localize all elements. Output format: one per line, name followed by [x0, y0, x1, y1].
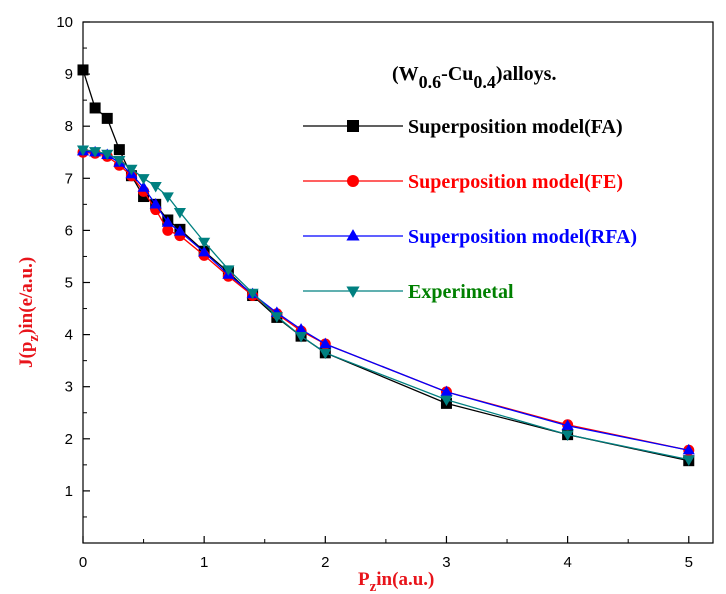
- legend-marker: [347, 120, 359, 132]
- legend-item: Superposition model(RFA): [303, 226, 637, 248]
- data-point: [149, 198, 162, 209]
- axis-ticks: 0 1 2 3 4 5 1 2 3 4 5 6 7 8 9 10: [56, 14, 693, 571]
- y-tick-label: 10: [56, 14, 73, 31]
- legend-label: Superposition model(RFA): [408, 226, 637, 248]
- y-tick-label: 7: [65, 170, 73, 187]
- data-point: [113, 144, 125, 156]
- y-tick-label: 3: [65, 379, 73, 396]
- data-point: [295, 332, 308, 343]
- legend-item: Experimetal: [303, 281, 514, 303]
- x-tick-label: 4: [563, 554, 571, 571]
- legend-item: Superposition model(FA): [303, 116, 623, 138]
- legend-item: Superposition model(FE): [303, 171, 623, 193]
- data-point: [319, 348, 332, 360]
- y-tick-label: 5: [65, 275, 73, 292]
- legend-marker: [346, 229, 360, 241]
- data-point: [113, 155, 126, 167]
- data-point: [173, 208, 186, 219]
- data-point: [440, 385, 453, 397]
- data-point: [101, 112, 113, 124]
- legend-label: Experimetal: [408, 281, 514, 303]
- y-axis-label: J(pz)in(e/a.u.): [16, 257, 42, 368]
- legend-marker: [347, 175, 359, 187]
- series-line: [82, 150, 689, 451]
- data-point: [319, 337, 332, 349]
- legend-label: Superposition model(FE): [408, 171, 623, 193]
- data-point: [137, 174, 150, 185]
- data-point: [173, 225, 186, 236]
- data-point: [125, 164, 138, 176]
- plot-frame: [82, 21, 714, 544]
- data-point: [561, 430, 574, 441]
- data-point: [682, 443, 695, 455]
- data-point: [682, 455, 695, 466]
- data-point: [161, 192, 174, 203]
- series-layer: [76, 64, 695, 467]
- data-point: [161, 216, 174, 227]
- series-line: [82, 151, 689, 451]
- data-point: [270, 312, 283, 323]
- data-point: [162, 224, 174, 236]
- series-line: [82, 149, 689, 461]
- data-point: [89, 102, 101, 114]
- x-tick-label: 1: [200, 554, 208, 571]
- alloy-annotation: (W0.6-Cu0.4)alloys.: [392, 63, 556, 92]
- data-point: [198, 237, 211, 249]
- data-point: [440, 395, 453, 407]
- series-4: [76, 145, 695, 466]
- data-point: [77, 64, 89, 76]
- x-tick-label: 5: [685, 554, 693, 571]
- data-point: [222, 265, 235, 276]
- data-point: [76, 145, 90, 156]
- y-tick-label: 4: [65, 327, 73, 344]
- legend-marker: [346, 286, 360, 298]
- y-tick-label: 1: [65, 483, 73, 500]
- data-point: [295, 323, 308, 334]
- data-point: [246, 288, 259, 300]
- x-axis-label: Pzin(a.u.): [358, 569, 434, 594]
- x-tick-label: 0: [79, 554, 87, 571]
- data-point: [137, 181, 150, 192]
- data-point: [101, 149, 114, 161]
- y-tick-label: 9: [65, 66, 73, 83]
- y-tick-label: 2: [65, 431, 73, 448]
- data-point: [198, 245, 211, 257]
- legend: Superposition model(FA) Superposition mod…: [303, 116, 637, 303]
- x-tick-label: 2: [321, 554, 329, 571]
- y-tick-label: 8: [65, 118, 73, 135]
- y-tick-label: 6: [65, 222, 73, 239]
- data-point: [149, 181, 162, 193]
- data-point: [89, 147, 102, 158]
- data-point: [561, 419, 574, 430]
- legend-label: Superposition model(FA): [408, 116, 623, 138]
- x-tick-label: 3: [442, 554, 450, 571]
